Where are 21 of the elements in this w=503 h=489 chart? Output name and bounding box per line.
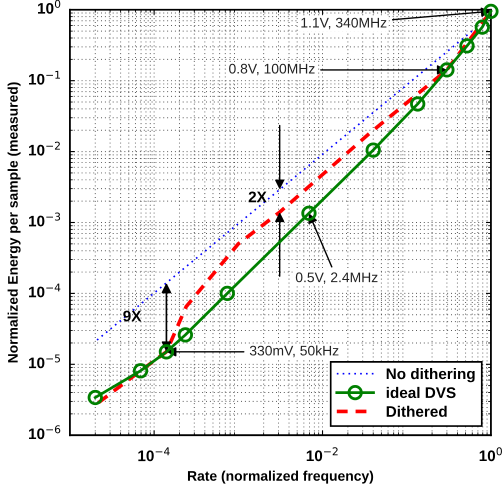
y-tick-label: 10$^{−1}$ [29,70,60,85]
x-tick-label: 10$^{0}$ [480,447,502,462]
y-tick-label: 10$^{0}$ [38,0,60,14]
y-axis-title: Normalized Energy per sample (measured) [8,82,21,362]
annotation: 1.1V, 340MHz [301,18,386,30]
x-axis-title: Rate (normalized frequency) [188,470,374,484]
annotation: 2X [248,192,267,202]
annotation: 0.5V, 2.4MHz [296,272,378,284]
x-tick-label: 10$^{−2}$ [306,447,338,462]
y-tick-label: 10$^{−4}$ [29,284,60,298]
y-tick-label: 10$^{−3}$ [29,212,60,226]
legend-label: No dithering [386,368,475,382]
y-tick-label: 10$^{−5}$ [29,354,60,368]
annotation: 0.8V, 100MHz [229,64,315,76]
y-tick-label: 10$^{−2}$ [29,142,60,156]
legend-label: ideal DVS [386,386,456,398]
legend-label: Dithered [386,406,447,417]
annotation: 9X [123,310,142,322]
annotation: 330mV, 50kHz [250,345,338,358]
y-tick-label: 10$^{−6}$ [29,425,60,440]
x-tick-label: 10$^{−4}$ [138,447,170,462]
